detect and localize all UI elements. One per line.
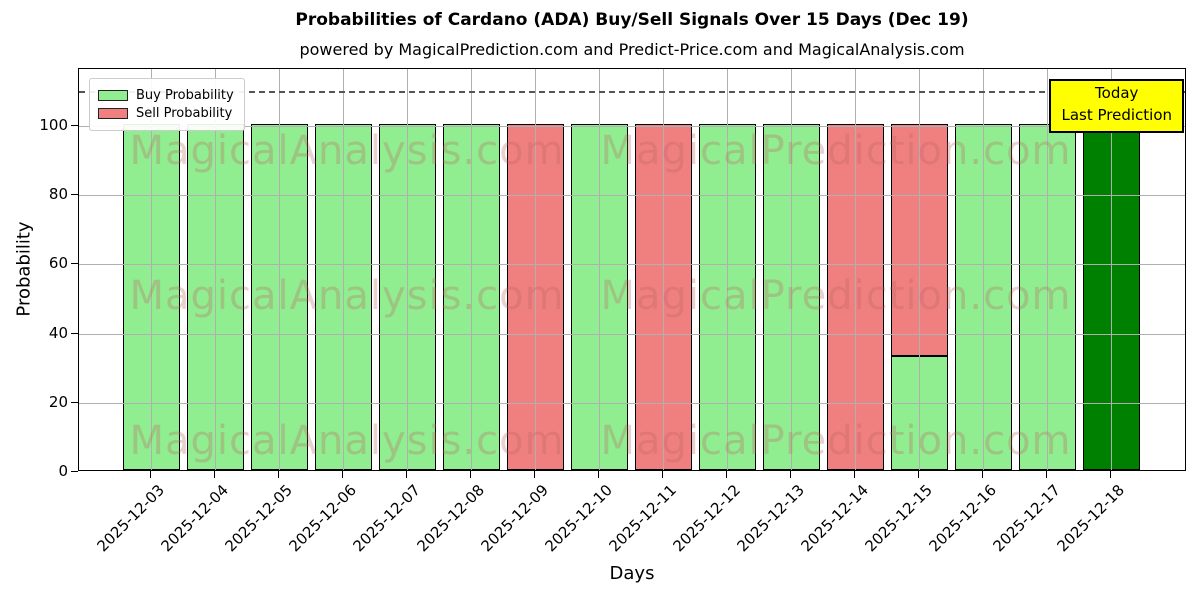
x-tick-mark: [918, 471, 919, 478]
y-axis-label: Probability: [13, 221, 35, 317]
x-tick-mark: [1046, 471, 1047, 478]
watermark-magicalprediction: MagicalPrediction.com: [600, 128, 1072, 174]
x-tick-mark: [598, 471, 599, 478]
x-tick-label: 2025-12-08: [413, 481, 488, 556]
x-tick-label: 2025-12-09: [477, 481, 552, 556]
v-gridline: [215, 69, 216, 470]
x-tick-mark: [854, 471, 855, 478]
y-tick-mark: [71, 194, 78, 196]
chart-title: Probabilities of Cardano (ADA) Buy/Sell …: [295, 10, 969, 30]
x-tick-mark: [470, 471, 471, 478]
y-tick-mark: [71, 332, 78, 334]
legend-item-buy: Buy Probability: [98, 88, 234, 103]
y-tick-label: 80: [48, 185, 68, 204]
x-tick-label: 2025-12-16: [925, 481, 1000, 556]
watermark-magicalanalysis: MagicalAnalysis.com: [129, 128, 565, 174]
legend: Buy Probability Sell Probability: [89, 78, 245, 131]
y-tick-mark: [71, 471, 78, 472]
legend-label-sell: Sell Probability: [136, 106, 233, 121]
x-tick-mark: [342, 471, 343, 478]
x-tick-mark: [278, 471, 279, 478]
v-gridline: [663, 69, 664, 470]
x-tick-label: 2025-12-17: [989, 481, 1064, 556]
legend-label-buy: Buy Probability: [136, 88, 234, 103]
threshold-dashed-line: [79, 91, 1185, 94]
v-gridline: [535, 69, 536, 470]
v-gridline: [279, 69, 280, 470]
x-tick-mark: [1110, 471, 1111, 478]
y-tick-mark: [71, 263, 78, 265]
chart-subtitle: powered by MagicalPrediction.com and Pre…: [299, 40, 965, 59]
x-tick-label: 2025-12-13: [733, 481, 808, 556]
x-tick-mark: [790, 471, 791, 478]
x-tick-label: 2025-12-15: [861, 481, 936, 556]
x-tick-mark: [534, 471, 535, 478]
x-tick-label: 2025-12-12: [669, 481, 744, 556]
today-annotation-line1: Today: [1095, 84, 1139, 102]
v-gridline: [151, 69, 152, 470]
x-tick-label: 2025-12-07: [349, 481, 424, 556]
y-tick-label: 60: [48, 254, 68, 273]
v-gridline: [343, 69, 344, 470]
y-tick-label: 40: [48, 323, 68, 342]
x-tick-label: 2025-12-10: [541, 481, 616, 556]
v-gridline: [983, 69, 984, 470]
x-tick-label: 2025-12-05: [221, 481, 296, 556]
x-tick-mark: [214, 471, 215, 478]
y-tick-label: 100: [39, 116, 68, 135]
v-gridline: [1111, 69, 1112, 470]
x-tick-label: 2025-12-11: [605, 481, 680, 556]
x-tick-mark: [662, 471, 663, 478]
v-gridline: [791, 69, 792, 470]
h-gridline: [79, 402, 1185, 404]
today-annotation: Today Last Prediction: [1049, 79, 1184, 133]
x-tick-label: 2025-12-03: [93, 481, 168, 556]
h-gridline: [79, 333, 1185, 335]
v-gridline: [727, 69, 728, 470]
h-gridline: [79, 195, 1185, 197]
watermark-magicalanalysis: MagicalAnalysis.com: [129, 418, 565, 464]
sell-swatch-icon: [98, 108, 128, 119]
x-axis-label: Days: [609, 563, 655, 584]
y-tick-label: 20: [48, 392, 68, 411]
y-tick-mark: [71, 401, 78, 403]
x-tick-label: 2025-12-06: [285, 481, 360, 556]
watermark-magicalprediction: MagicalPrediction.com: [600, 418, 1072, 464]
watermark-magicalprediction: MagicalPrediction.com: [600, 273, 1072, 319]
legend-item-sell: Sell Probability: [98, 106, 234, 121]
plot-area: MagicalAnalysis.com MagicalPrediction.com…: [78, 68, 1186, 471]
y-tick-mark: [71, 125, 78, 127]
y-tick-label: 0: [58, 462, 68, 480]
today-annotation-line2: Last Prediction: [1061, 105, 1172, 124]
x-tick-mark: [150, 471, 151, 478]
x-tick-mark: [406, 471, 407, 478]
x-tick-label: 2025-12-18: [1053, 481, 1128, 556]
x-tick-mark: [982, 471, 983, 478]
x-tick-label: 2025-12-04: [157, 481, 232, 556]
buy-swatch-icon: [98, 90, 128, 101]
v-gridline: [1047, 69, 1048, 470]
v-gridline: [919, 69, 920, 470]
v-gridline: [599, 69, 600, 470]
watermark-magicalanalysis: MagicalAnalysis.com: [129, 273, 565, 319]
h-gridline: [79, 264, 1185, 266]
v-gridline: [407, 69, 408, 470]
x-tick-label: 2025-12-14: [797, 481, 872, 556]
v-gridline: [855, 69, 856, 470]
h-gridline: [79, 126, 1185, 128]
v-gridline: [471, 69, 472, 470]
x-tick-mark: [726, 471, 727, 478]
